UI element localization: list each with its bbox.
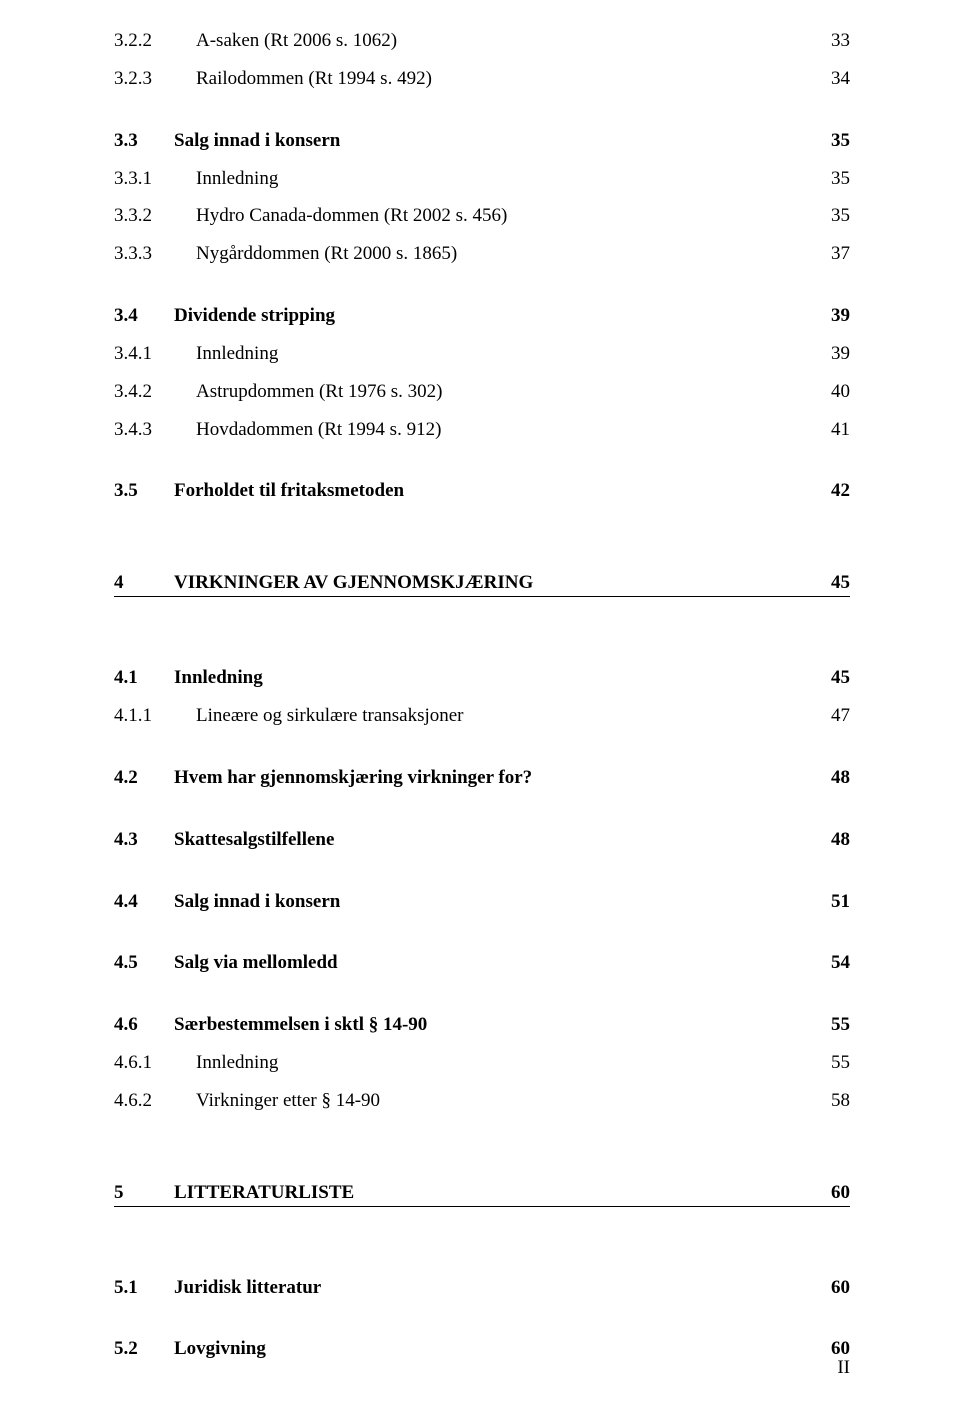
toc-entry-title: Hvem har gjennomskjæring virkninger for?	[174, 767, 810, 789]
toc-entry-number: 4.4	[114, 891, 174, 913]
toc-entry-page: 45	[810, 572, 850, 594]
toc-entry: 5.2Lovgivning60	[114, 1338, 850, 1360]
toc-entry: 3.4.1Innledning39	[114, 343, 850, 365]
toc-entry: 3.2.3Railodommen (Rt 1994 s. 492)34	[114, 68, 850, 90]
toc-entry-title: Innledning	[196, 1052, 810, 1074]
toc-entry: 4.2Hvem har gjennomskjæring virkninger f…	[114, 767, 850, 789]
toc-entry: 5.1Juridisk litteratur60	[114, 1277, 850, 1299]
toc-entry-number: 4.1.1	[114, 705, 196, 727]
toc-entry-title: Innledning	[174, 667, 810, 689]
toc-entry-page: 48	[810, 829, 850, 851]
toc-entry-number: 4.1	[114, 667, 174, 689]
toc-entry-page: 60	[810, 1277, 850, 1299]
toc-entry-number: 5.1	[114, 1277, 174, 1299]
toc-entry-number: 3.2.3	[114, 68, 196, 90]
toc-entry: 4.6.2Virkninger etter § 14-9058	[114, 1090, 850, 1112]
toc-entry-number: 3.3.2	[114, 205, 196, 227]
toc-entry: 4.4Salg innad i konsern51	[114, 891, 850, 913]
toc-entry-title: Railodommen (Rt 1994 s. 492)	[196, 68, 810, 90]
toc-entry-title: Salg innad i konsern	[174, 130, 810, 152]
toc-entry-title: Hydro Canada-dommen (Rt 2002 s. 456)	[196, 205, 810, 227]
toc-entry-page: 39	[810, 305, 850, 327]
toc-entry: 4.1.1Lineære og sirkulære transaksjoner4…	[114, 705, 850, 727]
toc-entry-number: 5.2	[114, 1338, 174, 1360]
toc-entry-number: 3.4.1	[114, 343, 196, 365]
toc-entry-page: 35	[810, 168, 850, 190]
toc-entry: 3.5Forholdet til fritaksmetoden42	[114, 480, 850, 502]
toc-entry-number: 4.6.1	[114, 1052, 196, 1074]
toc-entry-title: A-saken (Rt 2006 s. 1062)	[196, 30, 810, 52]
toc-entry-number: 5	[114, 1182, 174, 1204]
toc-entry-page: 54	[810, 952, 850, 974]
toc-entry-page: 55	[810, 1052, 850, 1074]
toc-entry-title: Nygårddommen (Rt 2000 s. 1865)	[196, 243, 810, 265]
toc-entry-page: 39	[810, 343, 850, 365]
toc-entry-number: 3.2.2	[114, 30, 196, 52]
toc-entry: 3.4.2Astrupdommen (Rt 1976 s. 302)40	[114, 381, 850, 403]
toc-entry-number: 3.4.2	[114, 381, 196, 403]
toc-entry: 3.3Salg innad i konsern35	[114, 130, 850, 152]
toc-entry-title: Særbestemmelsen i sktl § 14-90	[174, 1014, 810, 1036]
toc-entry-page: 33	[810, 30, 850, 52]
toc-entry-number: 4.5	[114, 952, 174, 974]
toc-entry-title: VIRKNINGER AV GJENNOMSKJÆRING	[174, 572, 810, 594]
toc-entry-title: Virkninger etter § 14-90	[196, 1090, 810, 1112]
toc-entry: 3.3.3Nygårddommen (Rt 2000 s. 1865)37	[114, 243, 850, 265]
toc-entry-page: 60	[810, 1182, 850, 1204]
toc-entry-page: 47	[810, 705, 850, 727]
toc-entry-number: 4	[114, 572, 174, 594]
toc-entry-page: 35	[810, 130, 850, 152]
toc-entry-number: 4.3	[114, 829, 174, 851]
toc-entry: 4VIRKNINGER AV GJENNOMSKJÆRING45	[114, 572, 850, 597]
toc-page: 3.2.2A-saken (Rt 2006 s. 1062)33 3.2.3Rai…	[0, 0, 960, 1427]
toc-entry-page: 58	[810, 1090, 850, 1112]
toc-entry: 3.4.3Hovdadommen (Rt 1994 s. 912)41	[114, 419, 850, 441]
toc-entry-page: 55	[810, 1014, 850, 1036]
toc-entry-number: 4.2	[114, 767, 174, 789]
toc-entry-title: LITTERATURLISTE	[174, 1182, 810, 1204]
toc-entry-number: 3.3.3	[114, 243, 196, 265]
toc-entry-title: Innledning	[196, 343, 810, 365]
toc-entry-page: 51	[810, 891, 850, 913]
toc-entry-title: Hovdadommen (Rt 1994 s. 912)	[196, 419, 810, 441]
toc-entry-number: 3.3	[114, 130, 174, 152]
toc-entry-number: 3.3.1	[114, 168, 196, 190]
toc-entry-number: 3.5	[114, 480, 174, 502]
toc-entry-number: 3.4.3	[114, 419, 196, 441]
page-number-roman: II	[837, 1357, 850, 1379]
toc-entry: 4.3Skattesalgstilfellene48	[114, 829, 850, 851]
toc-entry-title: Salg via mellomledd	[174, 952, 810, 974]
toc-entry: 3.3.2Hydro Canada-dommen (Rt 2002 s. 456…	[114, 205, 850, 227]
toc-entry-title: Juridisk litteratur	[174, 1277, 810, 1299]
toc-entry: 4.6Særbestemmelsen i sktl § 14-9055	[114, 1014, 850, 1036]
toc-entry-title: Skattesalgstilfellene	[174, 829, 810, 851]
toc-entry: 4.6.1Innledning55	[114, 1052, 850, 1074]
toc-entry-title: Astrupdommen (Rt 1976 s. 302)	[196, 381, 810, 403]
toc-entry-title: Salg innad i konsern	[174, 891, 810, 913]
toc-entry-number: 4.6.2	[114, 1090, 196, 1112]
toc-entry: 3.4Dividende stripping39	[114, 305, 850, 327]
toc-entry-page: 42	[810, 480, 850, 502]
toc-entry-title: Lovgivning	[174, 1338, 810, 1360]
toc-entry: 4.1Innledning45	[114, 667, 850, 689]
toc-entry-title: Innledning	[196, 168, 810, 190]
toc-entry-number: 4.6	[114, 1014, 174, 1036]
toc-entry-title: Lineære og sirkulære transaksjoner	[196, 705, 810, 727]
toc-entry: 4.5Salg via mellomledd54	[114, 952, 850, 974]
toc-entry: 5LITTERATURLISTE60	[114, 1182, 850, 1207]
toc-entry-page: 48	[810, 767, 850, 789]
toc-entry-page: 34	[810, 68, 850, 90]
toc-entry-title: Forholdet til fritaksmetoden	[174, 480, 810, 502]
toc-entry-number: 3.4	[114, 305, 174, 327]
toc-entry-title: Dividende stripping	[174, 305, 810, 327]
toc-entry-page: 41	[810, 419, 850, 441]
toc-entry: 3.2.2A-saken (Rt 2006 s. 1062)33	[114, 30, 850, 52]
toc-entry-page: 37	[810, 243, 850, 265]
toc-entry: 3.3.1Innledning35	[114, 168, 850, 190]
toc-entry-page: 45	[810, 667, 850, 689]
toc-list: 3.2.2A-saken (Rt 2006 s. 1062)33 3.2.3Rai…	[114, 30, 850, 1360]
toc-entry-page: 35	[810, 205, 850, 227]
toc-entry-page: 40	[810, 381, 850, 403]
